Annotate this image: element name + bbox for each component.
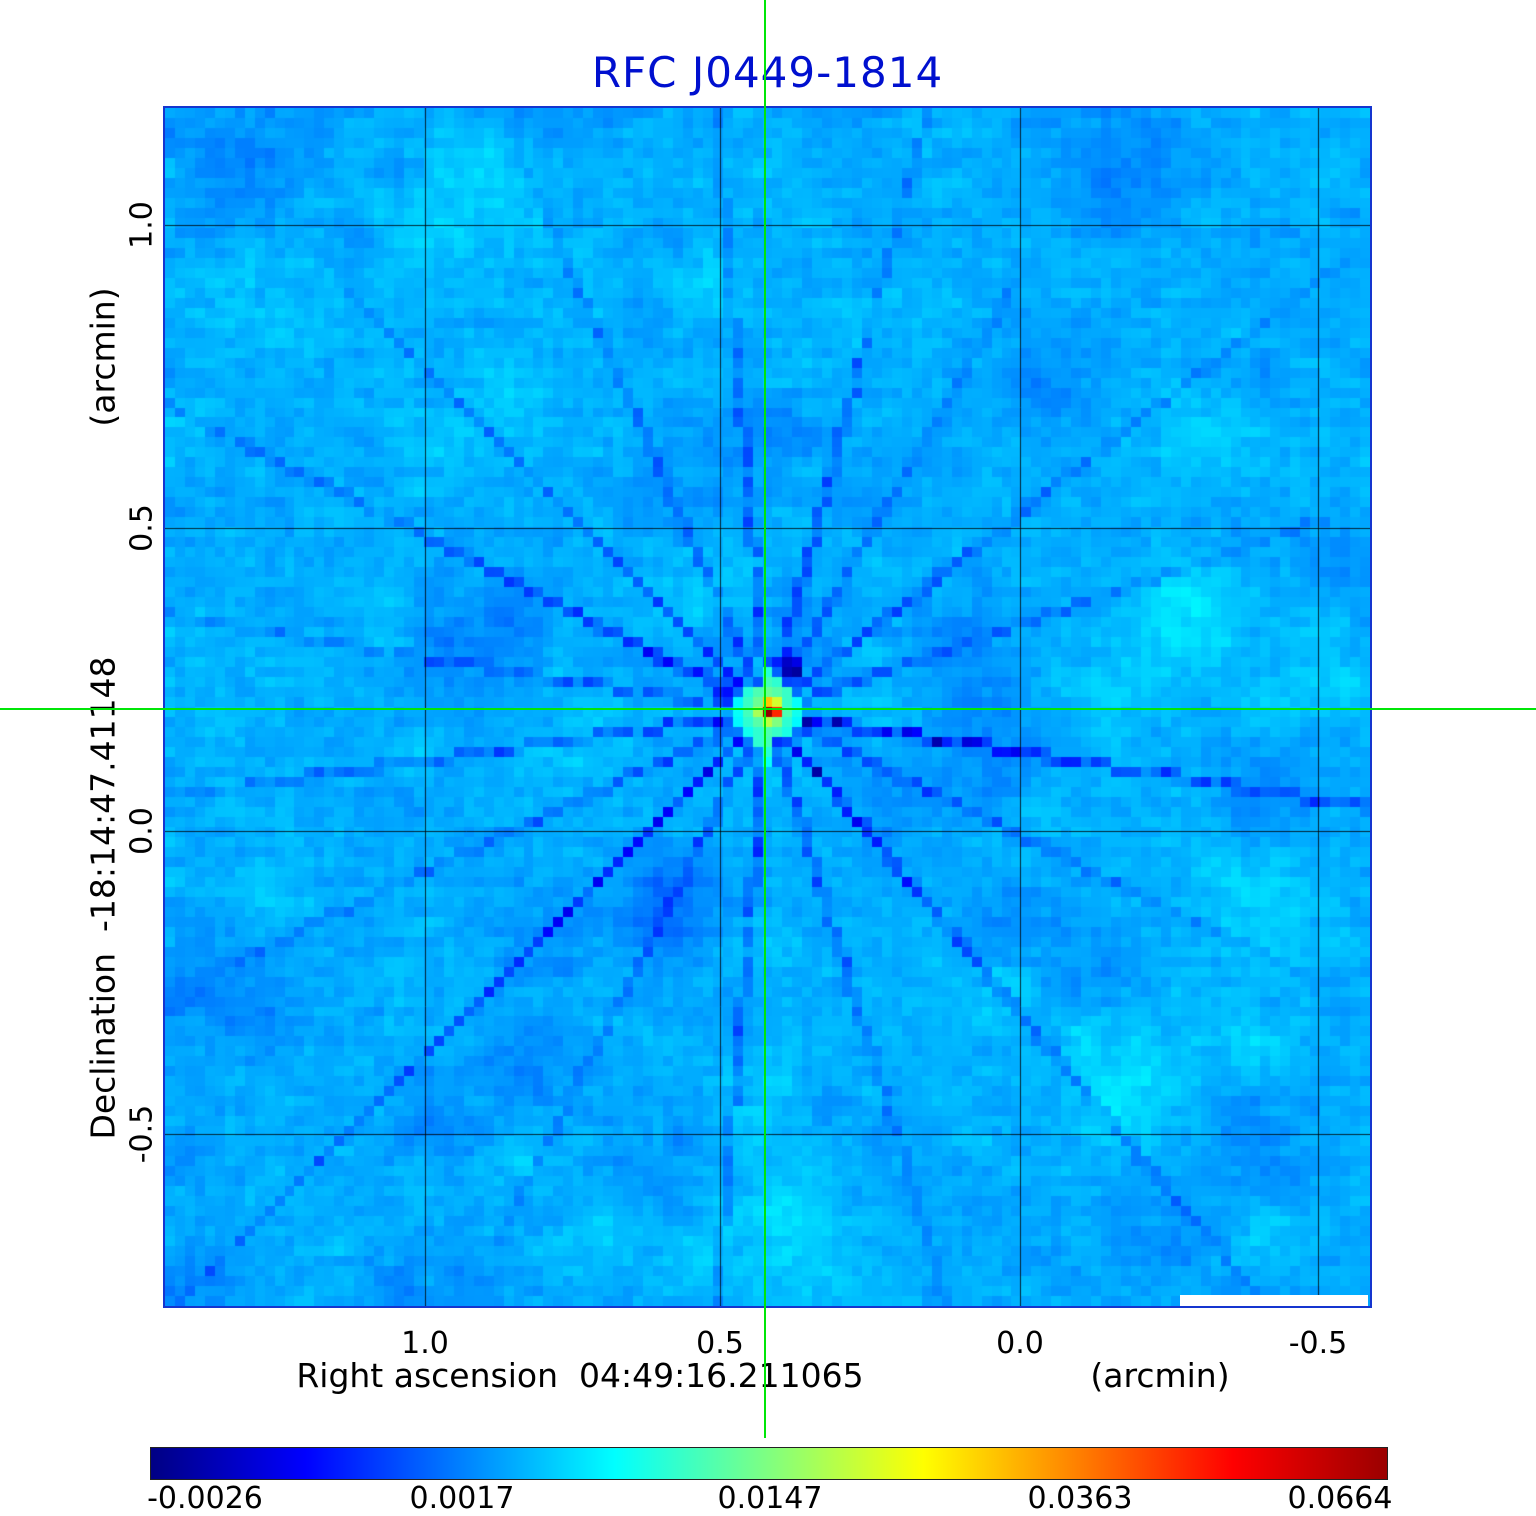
radio-map-canvas	[165, 108, 1370, 1306]
crosshair-vertical-line	[764, 0, 766, 1438]
colorbar-tick-label-2: 0.0017	[409, 1481, 515, 1516]
x-tick-label-4: -0.5	[1288, 1326, 1348, 1361]
y-tick-label-3: 0.0	[124, 807, 160, 855]
colorbar-tick-label-4: 0.0363	[1027, 1481, 1133, 1516]
y-tick-label-2: 0.5	[124, 504, 160, 552]
colorbar-tick-label-3: 0.0147	[717, 1481, 823, 1516]
y-axis-label: Declination -18:14:47.41148	[83, 656, 123, 1140]
x-axis-label: Right ascension 04:49:16.211065	[296, 1356, 864, 1395]
x-tick-label-1: 1.0	[401, 1326, 449, 1361]
y-axis-unit-label: (arcmin)	[83, 287, 123, 427]
y-tick-label-1: 1.0	[124, 201, 160, 249]
x-tick-label-2: 0.5	[696, 1326, 744, 1361]
colorbar-tick-label-5: 0.0664	[1287, 1481, 1393, 1516]
x-tick-label-3: 0.0	[996, 1326, 1044, 1361]
map-plot-area[interactable]	[163, 106, 1372, 1308]
beam-scale-box	[1180, 1295, 1368, 1306]
y-tick-label-4: -0.5	[124, 1104, 160, 1164]
colorbar-tick-label-1: -0.0026	[147, 1481, 263, 1516]
crosshair-horizontal-line	[0, 708, 1536, 710]
plot-title: RFC J0449-1814	[591, 48, 944, 97]
colorbar	[150, 1447, 1388, 1480]
x-axis-unit-label: (arcmin)	[1090, 1356, 1230, 1395]
